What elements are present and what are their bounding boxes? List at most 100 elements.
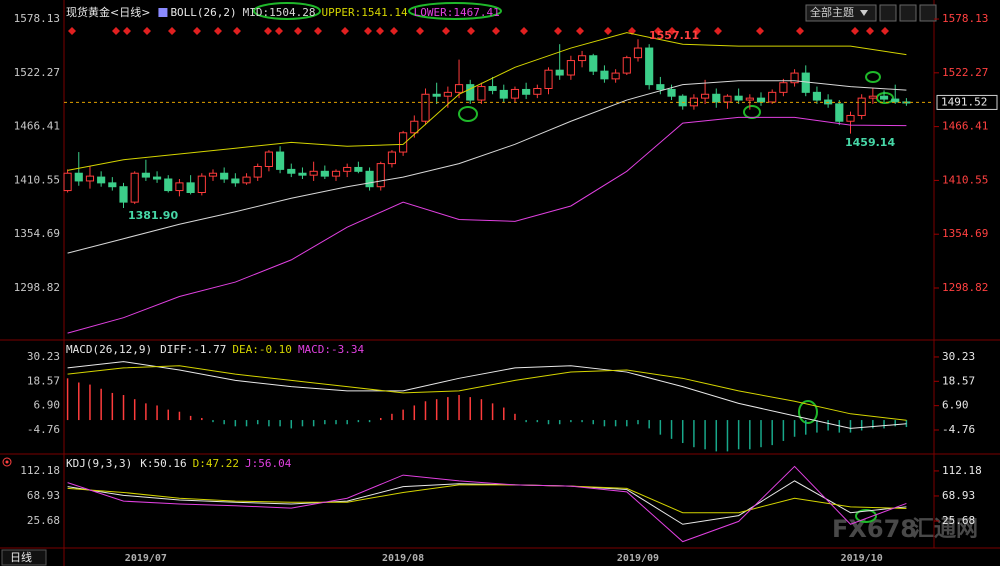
period-tab[interactable] [1,549,47,566]
candle-body [74,172,83,182]
candle-body [264,151,273,167]
candle-body [410,120,419,134]
candle-body [611,72,620,80]
last-price-label: 1491.52 [941,95,987,108]
candle-body [320,170,329,177]
signal-diamond [193,27,201,35]
candle-body [175,182,184,192]
signal-diamond [233,27,241,35]
legend-entry: LOWER:1467.41 [414,6,500,19]
highlight [798,400,818,424]
panel-icon [5,460,9,464]
signal-diamond [654,27,662,35]
candle-body [253,165,262,178]
highlight [253,2,321,20]
dropdown-arrow[interactable] [860,10,868,16]
candle-body [701,93,710,99]
signal-diamond [112,27,120,35]
indicator-line [67,480,907,525]
y-tick-label: 1298.82 [942,281,988,294]
candle-body [745,97,754,101]
signal-diamond [341,27,349,35]
signal-diamond [314,27,322,35]
signal-diamond [390,27,398,35]
candle-body [85,175,95,182]
y-tick-label: 18.57 [942,374,975,387]
candle-body [454,84,464,93]
signal-diamond [143,27,151,35]
indicator-label: BOLL(26,2) [170,6,236,19]
y-tick-label: 1466.41 [942,120,988,133]
signal-diamond [866,27,874,35]
y-tick-label: 112.18 [942,464,982,477]
candle-body [577,55,587,62]
candle-body [790,72,799,84]
candle-body [499,89,508,99]
candle-body [97,176,106,184]
candle-body [63,172,72,192]
signal-diamond [264,27,272,35]
candle-body [868,95,877,99]
candle-body [309,170,318,176]
candle-body [544,69,553,89]
legend-entry: UPPER:1541.14 [322,6,408,19]
y-tick-label: 1466.41 [14,120,60,133]
period-tab-label[interactable]: 日线 [10,550,32,564]
signal-diamond [714,27,722,35]
y-tick-label: 6.90 [942,399,969,412]
indicator-line [67,365,907,421]
candle-body [421,93,430,122]
icon-button[interactable] [879,4,897,22]
candle-body [130,172,139,203]
watermark-text: 汇通网 [912,517,978,542]
signal-diamond [442,27,450,35]
theme-button-label[interactable]: 全部主题 [810,5,854,19]
legend-entry: DEA:-0.10 [232,343,292,356]
signal-diamond [554,27,562,35]
indicator-line [67,361,907,429]
y-tick-label: 1298.82 [14,281,60,294]
signal-diamond [168,27,176,35]
y-tick-label: 112.18 [20,464,60,477]
candle-body [846,114,855,122]
x-tick-label: 2019/08 [382,553,424,564]
highlight [876,92,894,104]
legend-entry: K:50.16 [140,457,186,470]
signal-diamond [520,27,528,35]
candle-body [488,86,497,91]
candle-body [298,172,307,176]
icon-button[interactable] [919,4,937,22]
y-tick-label: -4.76 [942,423,975,436]
candle-body [108,182,117,188]
candle-body [197,175,206,193]
panel-title: KDJ(9,3,3) [66,457,132,470]
y-tick-label: 68.93 [942,489,975,502]
signal-diamond [294,27,302,35]
tab: 日线 [1,549,47,566]
candle-body [231,178,240,184]
candle-body [242,176,251,184]
candle-body [186,182,195,193]
signal-diamond [851,27,859,35]
signal-diamond [604,27,612,35]
signal-diamond [416,27,424,35]
panel-title: 现货黄金<日线> [66,5,150,19]
indicator-line [67,484,907,514]
candle-body [276,151,285,170]
y-tick-label: 30.23 [942,350,975,363]
legend-entry: MID:1504.28 [243,6,316,19]
candle-body [141,172,150,178]
highlight-circles [253,2,894,523]
price-annotation: 1557.11 [649,29,699,42]
signal-diamond [492,27,500,35]
icon-button[interactable] [899,4,917,22]
candle-body [801,72,810,93]
signal-diamond [376,27,384,35]
theme-button[interactable] [805,4,877,22]
y-tick-label: 1410.55 [14,173,60,186]
signal-diamond [881,27,889,35]
legend-entry: MACD:-3.34 [298,343,365,356]
x-tick-label: 2019/10 [841,553,883,564]
y-tick-label: -4.76 [27,423,60,436]
